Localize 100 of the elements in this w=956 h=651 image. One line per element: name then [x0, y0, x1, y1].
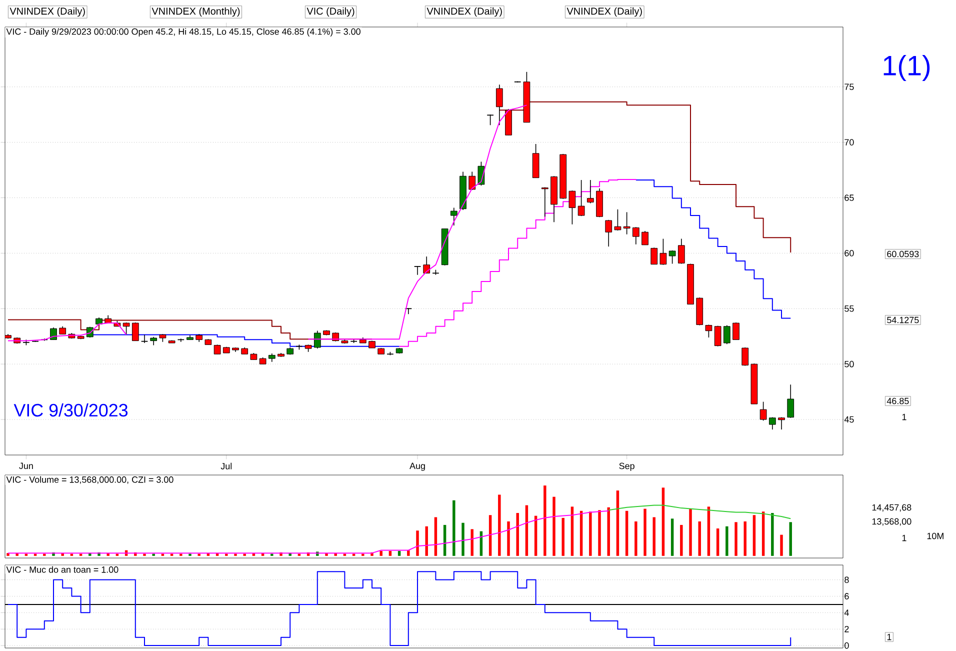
bar: [771, 512, 774, 556]
bar: [662, 488, 665, 556]
x-tick-label: Jul: [220, 462, 232, 470]
bar: [516, 512, 519, 556]
candlestick: [541, 186, 548, 217]
bar: [607, 507, 610, 556]
candlestick: [778, 416, 785, 430]
y-tick-label: 6: [844, 593, 849, 600]
bar: [589, 512, 592, 556]
candlestick: [732, 322, 740, 340]
bar: [416, 530, 419, 556]
bar: [425, 526, 428, 556]
text: VNINDEX (Daily): [426, 7, 502, 17]
candlestick: [586, 180, 594, 204]
text: VNINDEX (Daily): [10, 7, 85, 17]
chart-title: VIC - Muc do an toan = 1.00: [6, 566, 118, 573]
text: 60.0593: [887, 250, 919, 258]
candlestick: [787, 384, 794, 418]
y-tick-label: 55: [844, 306, 854, 312]
bar: [789, 522, 792, 556]
candlestick: [578, 180, 585, 216]
bar: [670, 518, 674, 556]
bar: [434, 517, 438, 556]
chart-title: VIC - Volume = 13,568,000.00, CZI = 3.00: [6, 476, 174, 484]
y-tick-label: 8: [844, 576, 849, 583]
bar: [570, 506, 574, 556]
chart-title: VIC - Daily 9/29/2023 00:00:00 Open 45.2, Hi 48.15, Lo 45.15, Close 46.85 (4.1%) = 3.00: [6, 28, 360, 37]
bar: [644, 508, 646, 556]
bar: [452, 500, 456, 556]
candlestick: [50, 327, 57, 340]
candlestick: [768, 416, 776, 430]
y-tick-label: 4: [844, 610, 849, 616]
candlestick: [714, 325, 722, 347]
bar: [6, 553, 10, 556]
text: VIC (Daily): [306, 7, 354, 17]
bar: [616, 490, 620, 556]
bar: [488, 515, 492, 556]
text: 14,457,68: [872, 504, 912, 512]
bar: [552, 496, 556, 556]
text: VNINDEX (Monthly): [152, 7, 240, 17]
bar: [707, 506, 710, 556]
text: 1: [902, 414, 906, 420]
candlestick: [468, 171, 476, 190]
candlestick: [423, 256, 430, 274]
x-tick-label: Aug: [410, 462, 425, 471]
y-tick-label: 45: [844, 416, 854, 423]
bar: [498, 494, 501, 556]
candlestick: [650, 247, 658, 265]
candlestick: [760, 401, 767, 422]
bar: [744, 521, 746, 556]
bar: [689, 508, 692, 556]
x-tick-label: Sep: [619, 462, 634, 471]
bar: [716, 528, 720, 556]
candlestick: [177, 338, 185, 342]
candlestick: [496, 84, 503, 126]
text: 1: [887, 634, 892, 640]
candlestick: [632, 226, 640, 245]
candlestick: [214, 344, 221, 354]
annotation: VIC 9/30/2023: [14, 403, 128, 417]
bar: [388, 550, 392, 556]
candlestick: [314, 330, 321, 349]
candlestick: [414, 266, 422, 276]
bar: [625, 510, 628, 556]
candlestick: [642, 230, 648, 246]
y-tick-label: 2: [844, 626, 849, 632]
bar: [680, 524, 683, 556]
candlestick: [486, 114, 494, 126]
y-tick-label: 75: [844, 84, 854, 90]
candlestick: [723, 324, 730, 345]
text: 1: [902, 534, 906, 542]
bar: [734, 522, 738, 556]
candlestick: [605, 220, 612, 247]
candlestick: [660, 238, 667, 266]
bar: [380, 550, 382, 556]
candlestick: [614, 208, 622, 231]
bar: [698, 521, 701, 556]
candlestick: [450, 207, 458, 226]
y-tick-label: 0: [844, 642, 849, 649]
candlestick: [623, 212, 630, 235]
candlestick: [678, 238, 685, 264]
x-tick-label: Jun: [19, 462, 33, 470]
bar: [507, 521, 510, 556]
candlestick: [140, 334, 148, 344]
bar: [726, 526, 728, 556]
bar: [598, 510, 601, 556]
bar: [634, 521, 638, 556]
bar: [762, 512, 765, 556]
bar: [525, 505, 528, 556]
bar: [780, 534, 783, 556]
candlestick: [668, 250, 676, 264]
bar: [470, 529, 474, 556]
bar: [398, 550, 401, 556]
bar: [562, 518, 564, 556]
text: 1(1): [884, 55, 930, 81]
bar: [544, 486, 546, 556]
y-tick-label: 70: [844, 139, 854, 146]
bar: [652, 517, 656, 556]
candlestick: [568, 190, 576, 225]
y-tick-label: 60: [844, 250, 854, 256]
candlestick: [404, 308, 412, 315]
